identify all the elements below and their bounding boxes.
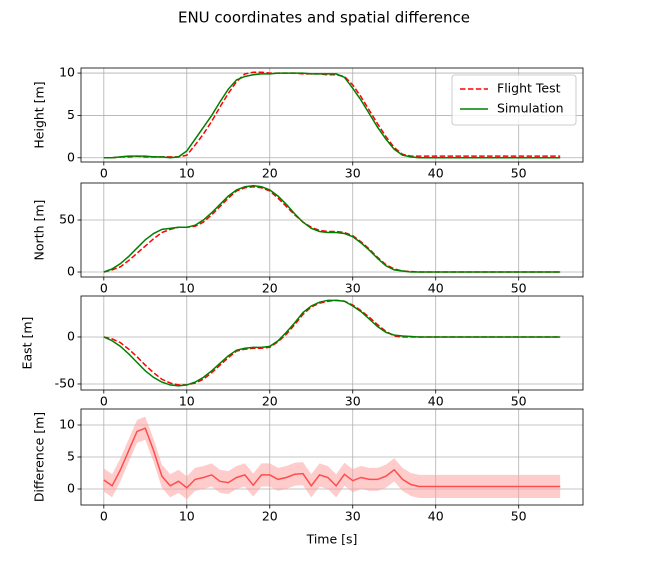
y-tick-label: 0 bbox=[67, 328, 75, 343]
data-line bbox=[103, 72, 561, 159]
axes-frame bbox=[80, 182, 584, 278]
x-tick-label: 50 bbox=[511, 281, 527, 296]
data-line bbox=[103, 299, 561, 387]
legend: Flight Test Simulation bbox=[451, 74, 577, 126]
x-tick-label: 40 bbox=[428, 281, 444, 296]
y-axis-label: East [m] bbox=[20, 317, 35, 370]
legend-box bbox=[451, 74, 577, 126]
data-line bbox=[103, 184, 561, 273]
x-tick-label: 0 bbox=[100, 281, 108, 296]
data-line bbox=[103, 299, 561, 386]
x-tick-label: 20 bbox=[262, 281, 278, 296]
y-axis-label: Height [m] bbox=[32, 81, 47, 148]
subplot: 0 10 20 30 40 50 -50 0 East [m] bbox=[20, 295, 584, 409]
x-tick-label: 10 bbox=[179, 166, 195, 181]
legend-label: Simulation bbox=[497, 101, 564, 116]
x-tick-label: 30 bbox=[345, 509, 361, 524]
x-tick-label: 20 bbox=[262, 166, 278, 181]
y-tick-label: 0 bbox=[67, 481, 75, 496]
plot-area bbox=[103, 184, 561, 273]
y-tick-label: 0 bbox=[67, 264, 75, 279]
plot-area bbox=[103, 299, 561, 387]
y-tick-label: 10 bbox=[59, 65, 75, 80]
plot-area bbox=[103, 71, 561, 159]
x-tick-label: 40 bbox=[428, 166, 444, 181]
x-tick-label: 50 bbox=[511, 166, 527, 181]
x-tick-label: 10 bbox=[179, 509, 195, 524]
subplot: 0 10 20 30 40 50 0 5 10 Difference [m] Time [s] bbox=[32, 408, 584, 547]
x-tick-label: 20 bbox=[262, 509, 278, 524]
y-tick-label: 0 bbox=[67, 149, 75, 164]
x-tick-label: 30 bbox=[345, 394, 361, 409]
x-axis-label: Time [s] bbox=[306, 532, 358, 547]
axes-frame bbox=[80, 67, 584, 163]
x-tick-label: 20 bbox=[262, 394, 278, 409]
x-tick-label: 30 bbox=[345, 166, 361, 181]
x-tick-label: 0 bbox=[100, 166, 108, 181]
x-tick-label: 30 bbox=[345, 281, 361, 296]
figure-title: ENU coordinates and spatial difference bbox=[178, 9, 470, 27]
x-tick-label: 10 bbox=[179, 281, 195, 296]
axes-frame bbox=[80, 408, 584, 506]
plot-area bbox=[103, 416, 561, 500]
y-tick-label: 5 bbox=[67, 449, 75, 464]
x-tick-label: 0 bbox=[100, 394, 108, 409]
y-tick-label: -50 bbox=[55, 375, 75, 390]
error-band bbox=[103, 416, 561, 500]
subplot: 0 10 20 30 40 50 0 50 North [m] bbox=[32, 182, 584, 296]
x-tick-label: 50 bbox=[511, 509, 527, 524]
legend-label: Flight Test bbox=[497, 81, 561, 96]
x-tick-label: 0 bbox=[100, 509, 108, 524]
y-tick-label: 5 bbox=[67, 107, 75, 122]
x-tick-label: 40 bbox=[428, 509, 444, 524]
subplot: 0 10 20 30 40 50 0 5 10 Height [m] Flight Test Simu… bbox=[32, 65, 584, 181]
y-tick-label: 10 bbox=[59, 417, 75, 432]
y-tick-label: 50 bbox=[59, 212, 75, 227]
x-tick-label: 40 bbox=[428, 394, 444, 409]
data-line bbox=[103, 185, 561, 273]
y-axis-label: Difference [m] bbox=[32, 412, 47, 502]
axes-frame bbox=[80, 295, 584, 391]
y-axis-label: North [m] bbox=[32, 200, 47, 261]
x-tick-label: 10 bbox=[179, 394, 195, 409]
x-tick-label: 50 bbox=[511, 394, 527, 409]
